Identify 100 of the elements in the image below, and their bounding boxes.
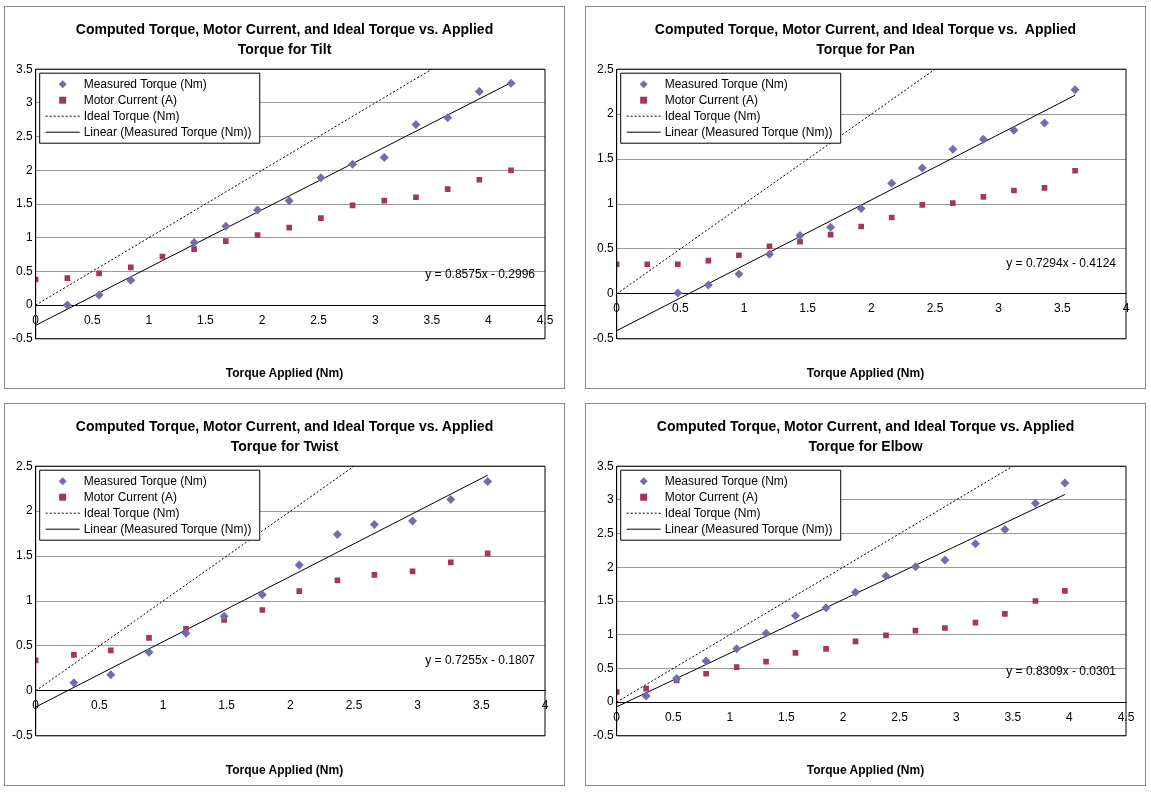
y-tick-label: 1.5 xyxy=(596,151,614,166)
point xyxy=(641,691,651,701)
y-tick-label: 2.5 xyxy=(596,525,614,540)
x-tick-label: 4.5 xyxy=(536,312,554,327)
point xyxy=(444,186,451,192)
point xyxy=(259,607,266,613)
point xyxy=(736,252,742,259)
point xyxy=(223,238,229,244)
x-tick-label: 2.5 xyxy=(310,312,328,327)
y-tick-label: -0.5 xyxy=(592,728,614,743)
x-tick-label: 2 xyxy=(287,698,294,713)
point xyxy=(1060,478,1070,488)
y-tick-label: 1 xyxy=(25,230,33,245)
point xyxy=(797,238,803,245)
point xyxy=(316,173,326,183)
y-tick-label: 0 xyxy=(25,683,33,698)
y-tick-label: 0 xyxy=(606,286,614,301)
point xyxy=(221,221,231,231)
point xyxy=(887,178,897,188)
y-tick-label: 2.5 xyxy=(15,458,33,473)
y-tick-label: 1 xyxy=(606,196,614,211)
x-tick-label: 0.5 xyxy=(91,698,109,713)
x-tick-label: 0.5 xyxy=(672,301,690,316)
point xyxy=(763,658,769,665)
point xyxy=(127,264,134,271)
point xyxy=(189,237,199,247)
point xyxy=(508,167,514,174)
point xyxy=(856,203,866,213)
point xyxy=(616,689,620,695)
point xyxy=(253,205,263,215)
y-tick-label: 1 xyxy=(25,593,33,608)
point xyxy=(734,269,744,279)
chart-title: Computed Torque, Motor Current, and Ideal Torque vs. Applied Torque for Tilt xyxy=(74,20,495,59)
point xyxy=(703,670,709,677)
legend-label: Measured Torque (Nm) xyxy=(83,473,207,488)
y-tick-label: 1.5 xyxy=(15,548,33,563)
point xyxy=(411,119,421,129)
point xyxy=(447,559,454,566)
point xyxy=(107,647,114,654)
point xyxy=(858,223,864,230)
point xyxy=(474,86,484,96)
x-axis-title: Torque Applied (Nm) xyxy=(224,366,345,380)
annotation: y = 0.8575x - 0.2996 xyxy=(425,267,536,282)
point xyxy=(1032,598,1039,604)
point xyxy=(881,571,891,581)
point xyxy=(850,587,860,597)
y-tick-label: 3.5 xyxy=(15,61,33,76)
point xyxy=(286,224,293,231)
point xyxy=(284,196,294,206)
y-tick-label: 3.5 xyxy=(596,458,614,473)
point xyxy=(978,134,988,144)
legend-label: Motor Current (A) xyxy=(83,489,178,504)
legend-label: Measured Torque (Nm) xyxy=(664,473,788,488)
point xyxy=(795,230,805,240)
x-tick-label: 4 xyxy=(1122,301,1130,316)
point xyxy=(919,202,926,208)
chart-title: Computed Torque, Motor Current, and Ideal Torque vs. Applied Torque for Twist xyxy=(74,417,495,456)
point xyxy=(761,628,771,638)
legend-label: Motor Current (A) xyxy=(83,92,178,107)
x-tick-label: 3 xyxy=(414,698,422,713)
x-tick-label: 4.5 xyxy=(1117,709,1135,724)
point xyxy=(371,572,378,578)
x-axis-title: Torque Applied (Nm) xyxy=(805,366,926,380)
y-tick-label: 3 xyxy=(25,95,33,110)
point xyxy=(791,611,801,621)
point xyxy=(732,644,742,654)
x-tick-label: 1.5 xyxy=(197,312,215,327)
point xyxy=(950,200,956,206)
point xyxy=(910,562,920,572)
point xyxy=(674,261,681,268)
point xyxy=(942,625,948,631)
x-tick-label: 3.5 xyxy=(1004,709,1022,724)
point xyxy=(71,652,77,658)
point xyxy=(96,270,102,277)
x-tick-label: 2 xyxy=(839,709,847,724)
point xyxy=(1041,185,1048,191)
y-tick-label: 2 xyxy=(25,503,33,518)
legend-label: Motor Current (A) xyxy=(664,92,759,107)
x-tick-label: 3 xyxy=(952,709,960,724)
point xyxy=(379,152,389,162)
point xyxy=(446,494,456,504)
point xyxy=(64,275,71,281)
point xyxy=(701,656,711,666)
x-tick-label: 1 xyxy=(159,698,167,713)
x-tick-label: 2 xyxy=(258,312,266,327)
x-tick-label: 3.5 xyxy=(423,312,441,327)
y-tick-label: 2.5 xyxy=(596,61,614,76)
y-tick-label: -0.5 xyxy=(11,728,33,743)
point xyxy=(948,144,958,154)
point xyxy=(1009,125,1019,135)
point xyxy=(1030,498,1040,508)
chart-title: Computed Torque, Motor Current, and Ideal Torque vs. Applied Torque for Elbow xyxy=(655,417,1076,456)
point xyxy=(1070,85,1080,95)
x-tick-label: 2.5 xyxy=(926,301,944,316)
point xyxy=(1062,588,1068,594)
point xyxy=(348,159,358,169)
point xyxy=(673,288,683,298)
point xyxy=(733,664,740,670)
legend-label: Linear (Measured Torque (Nm)) xyxy=(664,521,833,536)
point xyxy=(332,530,342,539)
